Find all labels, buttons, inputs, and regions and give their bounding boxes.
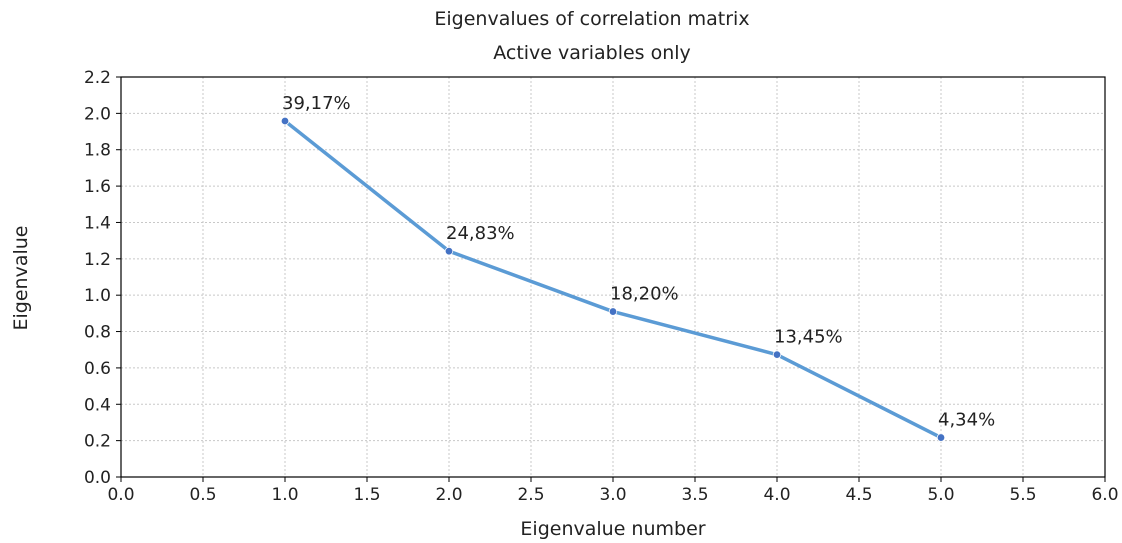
data-label: 13,45% [774,327,843,348]
y-tick-label: 1.2 [84,250,111,270]
y-tick-label: 1.0 [84,286,111,306]
x-axis-label: Eigenvalue number [520,518,705,540]
data-label: 4,34% [938,410,995,431]
y-tick-label: 0.8 [84,323,111,343]
y-tick-label: 1.4 [84,213,111,233]
series-layer: 39,17% 24,83% 18,20% 13,45% 4,34% [280,93,995,442]
y-tick-label: 2.0 [84,104,111,124]
y-tick-label: 0.2 [84,432,111,452]
data-point [936,433,946,442]
x-tick-label: 5.5 [1009,485,1036,505]
data-point [608,307,618,316]
x-tick-label: 0.0 [107,485,134,505]
y-tick-label: 2.2 [84,68,111,88]
y-tick-label: 1.8 [84,141,111,161]
grid-layer [121,77,1105,477]
x-tick-label: 1.0 [271,485,298,505]
chart-subtitle: Active variables only [493,42,691,64]
plot-frame [120,76,1106,478]
y-tick-label: 0.4 [84,395,111,415]
x-tick-label: 4.5 [845,485,872,505]
x-tick-label: 3.0 [599,485,626,505]
x-tick-label: 2.0 [435,485,462,505]
x-tick-label: 4.0 [763,485,790,505]
chart-title: Eigenvalues of correlation matrix [434,8,749,30]
x-tick-label: 6.0 [1091,485,1118,505]
x-tick-label: 3.5 [681,485,708,505]
data-label: 24,83% [446,223,515,244]
y-axis-label: Eigenvalue [10,226,32,331]
y-tick-label: 0.6 [84,359,111,379]
x-tick-label: 1.5 [353,485,380,505]
data-label: 39,17% [282,93,351,114]
x-tick-label: 2.5 [517,485,544,505]
data-point [444,246,454,256]
y-tick-label: 1.6 [84,177,111,197]
data-point [772,350,782,359]
tick-layer: 0.0 0.5 1.0 1.5 2.0 2.5 3.0 3.5 4.0 4.5 5.0 5.5 6.0 0… [84,68,1119,505]
x-tick-label: 0.5 [189,485,216,505]
x-tick-label: 5.0 [927,485,954,505]
data-label: 18,20% [610,284,679,305]
y-tick-label: 0.0 [84,468,111,488]
data-point [280,116,290,126]
